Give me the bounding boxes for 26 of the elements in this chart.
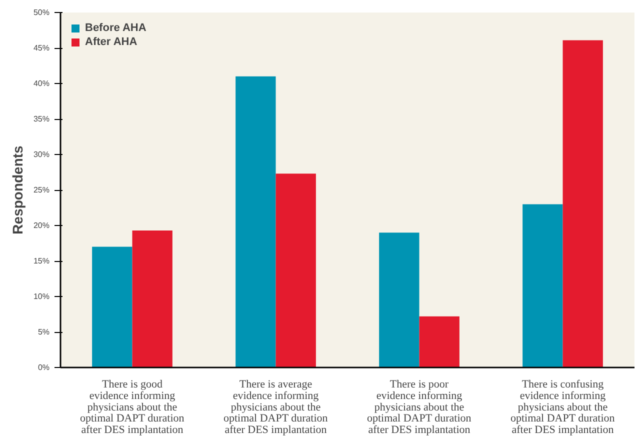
x-tick-label: There is poor evidence informing physicians about the optimal DAPT duration after DES implantation [367,378,472,436]
y-tick-label: 25% [33,186,50,194]
bar [522,204,563,368]
y-tick-label: 15% [33,256,50,266]
y-tick-label: 35% [33,114,50,124]
y-axis-title: Respondents [9,145,26,234]
legend-label: Before AHA [85,22,146,34]
legend-label: After AHA [85,36,138,48]
y-tick-label: 20% [33,221,50,230]
x-tick-label: There is good evidence informing physicians about the optimal DAPT duration after DES implantation [80,378,185,436]
bar [236,76,276,368]
bar [92,246,132,368]
x-tick-label: There is average evidence informing physicians about the optimal DAPT duration after DES implantation [224,378,328,436]
bar [132,230,172,368]
y-tick-label: 10% [33,292,50,301]
y-tick-label: 30% [33,150,50,159]
bar [419,316,460,368]
bar [562,40,603,368]
bar [276,174,316,368]
x-tick-label: There is confusing evidence informing physicians about the optimal DAPT duration after DES implantation [510,378,616,436]
y-tick-label: 40% [33,79,50,88]
y-tick-label: 5% [38,328,50,336]
bar [379,232,420,368]
y-tick-label: 45% [33,44,50,52]
y-tick-label: 0% [38,363,50,372]
y-tick-label: 50% [33,8,50,17]
